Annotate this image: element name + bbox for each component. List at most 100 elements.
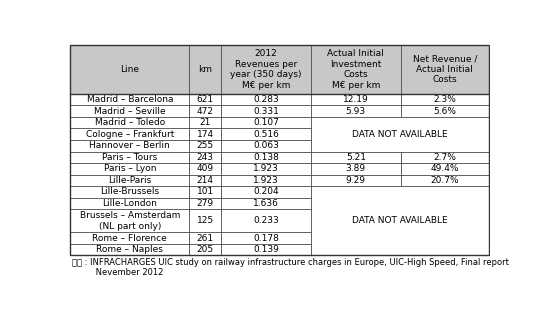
Text: Brussels – Amsterdam
(NL part only): Brussels – Amsterdam (NL part only) [79,211,180,230]
Text: 2.7%: 2.7% [434,153,456,162]
Bar [189,175,221,186]
Bar [189,128,221,140]
Text: 0.233: 0.233 [253,216,279,225]
Text: 5.93: 5.93 [346,107,366,116]
Bar [221,209,311,232]
Bar [311,94,401,105]
Text: 2012
Revenues per
year (350 days)
M€ per km: 2012 Revenues per year (350 days) M€ per… [230,49,301,90]
Text: Madrid – Seville: Madrid – Seville [94,107,165,116]
Bar [189,105,221,117]
Bar [189,198,221,209]
Bar [221,151,311,163]
Bar [311,105,401,117]
Bar [221,151,311,163]
Bar [311,117,489,151]
Text: 261: 261 [196,234,214,243]
Text: 1.923: 1.923 [253,176,279,185]
Text: 0.516: 0.516 [253,130,279,139]
Bar [311,186,489,255]
Bar [221,117,311,128]
Text: 21: 21 [200,118,211,127]
Bar [221,232,311,244]
Bar [311,151,401,163]
Bar [70,45,489,255]
Text: 0.204: 0.204 [253,188,279,196]
Bar [70,140,189,151]
Text: km: km [198,65,212,74]
Bar [189,105,221,117]
Bar [311,163,401,175]
Text: Lille-Paris: Lille-Paris [108,176,151,185]
Bar [401,163,489,175]
Bar [189,232,221,244]
Text: Line: Line [120,65,139,74]
Bar [311,105,401,117]
Bar [70,117,189,128]
Text: DATA NOT AVAILABLE: DATA NOT AVAILABLE [352,130,448,139]
Bar [70,198,189,209]
Text: 1.636: 1.636 [253,199,279,208]
Text: Lille-Brussels: Lille-Brussels [100,188,159,196]
Bar [70,244,189,255]
Text: 255: 255 [196,141,214,150]
Bar [221,140,311,151]
Text: 0.138: 0.138 [253,153,279,162]
Bar [70,232,189,244]
Bar [221,128,311,140]
Bar [221,198,311,209]
Bar [70,45,189,94]
Bar [189,244,221,255]
Bar [70,45,189,94]
Bar [311,175,401,186]
Bar [221,186,311,198]
Text: Paris – Tours: Paris – Tours [102,153,157,162]
Text: 243: 243 [196,153,214,162]
Bar [70,117,189,128]
Bar [221,175,311,186]
Bar [221,232,311,244]
Text: 174: 174 [196,130,214,139]
Text: 0.063: 0.063 [253,141,279,150]
Text: Rome – Florence: Rome – Florence [92,234,167,243]
Text: 0.331: 0.331 [253,107,279,116]
Bar [311,151,401,163]
Text: 자료 : INFRACHARGES UIC study on railway infrastructure charges in Europe, UIC-Hig: 자료 : INFRACHARGES UIC study on railway i… [72,258,509,277]
Bar [189,94,221,105]
Bar [221,198,311,209]
Bar [70,128,189,140]
Bar [221,175,311,186]
Bar [401,175,489,186]
Text: 409: 409 [196,164,214,173]
Bar [189,175,221,186]
Bar [221,186,311,198]
Bar [221,244,311,255]
Text: 0.283: 0.283 [253,95,279,104]
Bar [221,105,311,117]
Bar [70,244,189,255]
Text: 621: 621 [196,95,214,104]
Bar [189,128,221,140]
Text: 472: 472 [196,107,214,116]
Text: DATA NOT AVAILABLE: DATA NOT AVAILABLE [352,216,448,225]
Text: Hannover – Berlin: Hannover – Berlin [89,141,170,150]
Bar [189,163,221,175]
Bar [70,175,189,186]
Bar [70,94,189,105]
Text: 0.107: 0.107 [253,118,279,127]
Bar [189,209,221,232]
Bar [221,244,311,255]
Bar [401,105,489,117]
Bar [311,94,401,105]
Text: Rome – Naples: Rome – Naples [96,245,163,254]
Text: Net Revenue /
Actual Initial
Costs: Net Revenue / Actual Initial Costs [412,55,477,84]
Bar [221,94,311,105]
Text: 0.178: 0.178 [253,234,279,243]
Bar [70,94,189,105]
Bar [189,45,221,94]
Text: 125: 125 [196,216,214,225]
Bar [189,151,221,163]
Bar [70,198,189,209]
Bar [221,117,311,128]
Bar [189,209,221,232]
Bar [70,175,189,186]
